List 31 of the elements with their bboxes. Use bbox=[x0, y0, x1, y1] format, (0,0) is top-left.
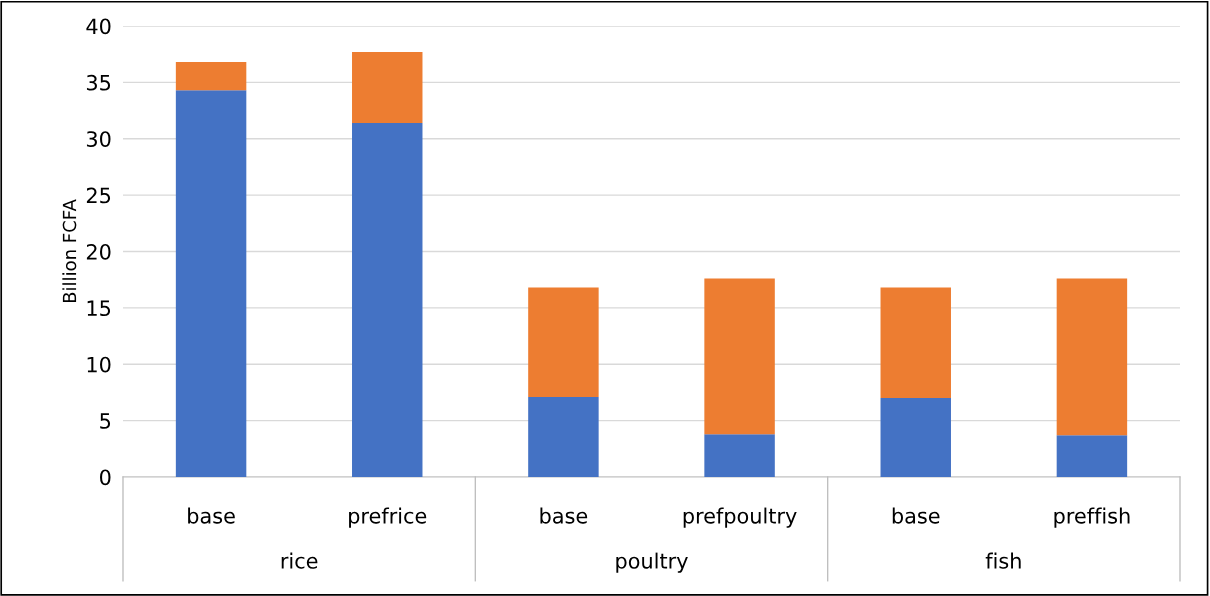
bar bbox=[352, 51, 423, 123]
text: rice bbox=[281, 552, 318, 569]
bar bbox=[528, 287, 599, 397]
y-tick-label: 0 bbox=[100, 469, 111, 486]
bar bbox=[175, 90, 247, 477]
text: poultry bbox=[616, 552, 688, 573]
y-tick-label: 25 bbox=[86, 187, 111, 204]
bar bbox=[880, 287, 951, 399]
x-tick-label: prefrice bbox=[349, 507, 427, 528]
x-tick-label: base bbox=[188, 507, 235, 524]
text: fish bbox=[985, 552, 1021, 569]
y-tick-label: 10 bbox=[87, 356, 111, 373]
bar bbox=[704, 278, 775, 435]
bar bbox=[352, 122, 423, 477]
bar bbox=[1056, 278, 1128, 436]
x-tick-label: preffish bbox=[1054, 507, 1130, 528]
bar bbox=[528, 396, 599, 477]
y-tick-label: 30 bbox=[86, 131, 111, 147]
bar bbox=[880, 398, 951, 477]
y-axis-title: Billion FCFA bbox=[62, 199, 77, 303]
x-tick-label: base bbox=[540, 507, 588, 524]
y-tick-label: 15 bbox=[87, 300, 111, 317]
y-tick-label: 40 bbox=[86, 18, 111, 35]
bar bbox=[1056, 435, 1128, 477]
x-tick-label: prefpoultry bbox=[683, 507, 797, 528]
y-tick-label: 20 bbox=[86, 243, 111, 260]
x-tick-label: base bbox=[892, 507, 940, 524]
bar bbox=[175, 62, 247, 91]
bar bbox=[704, 434, 775, 477]
y-tick-label: 35 bbox=[86, 74, 111, 91]
y-tick-label: 5 bbox=[100, 413, 111, 429]
